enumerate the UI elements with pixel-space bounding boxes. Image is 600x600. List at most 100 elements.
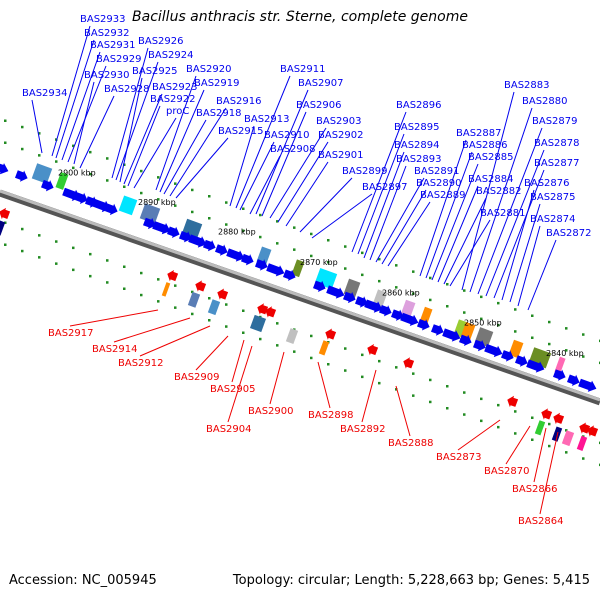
reverse-gene-label: BAS2866	[512, 484, 558, 495]
track-dot	[89, 274, 92, 278]
track-dot	[242, 309, 245, 312]
track-dot	[208, 297, 211, 300]
forward-gene-leader	[351, 111, 407, 253]
forward-gene-label: BAS2895	[394, 122, 440, 133]
forward-gene-leader	[163, 119, 207, 195]
forward-gene-leader	[255, 89, 309, 215]
forward-gene-leader	[501, 189, 535, 301]
label-leader-lines	[31, 25, 559, 515]
track-dot	[38, 132, 41, 135]
feature-box	[0, 220, 6, 236]
track-dot	[242, 331, 245, 334]
forward-gene-label: BAS2880	[522, 96, 568, 107]
feature-box	[291, 259, 305, 278]
track-dot	[582, 457, 585, 460]
forward-gene-arrow	[266, 263, 285, 277]
track-dot	[582, 333, 585, 336]
forward-gene-label: BAS2876	[524, 178, 570, 189]
track-dot	[480, 397, 483, 401]
forward-gene-leader	[169, 107, 227, 197]
feature-box	[55, 172, 69, 190]
track-dot	[174, 284, 177, 287]
track-dot	[72, 144, 75, 148]
track-dot	[242, 229, 245, 232]
reverse-gene-arrow	[265, 306, 277, 318]
track-dot	[310, 334, 313, 338]
forward-gene-label: BAS2930	[84, 70, 130, 81]
forward-gene-arrow	[343, 291, 356, 304]
forward-gene-leader	[461, 91, 515, 291]
reverse-gene-label: BAS2912	[118, 358, 164, 369]
backbone-line	[0, 189, 600, 402]
track-dot	[21, 125, 24, 129]
track-dot	[259, 213, 262, 217]
track-dot	[55, 138, 58, 141]
forward-gene-leader	[357, 133, 405, 255]
reverse-gene-arrow	[587, 425, 599, 437]
track-dot	[582, 355, 585, 358]
feature-box	[419, 306, 433, 325]
forward-gene-label: BAS2879	[532, 116, 578, 127]
forward-gene-label: BAS2893	[396, 154, 442, 165]
reverse-gene-label: BAS2873	[436, 452, 482, 463]
track-dot	[480, 419, 483, 423]
track-dot	[72, 166, 75, 170]
forward-gene-label: BAS2902	[318, 130, 364, 141]
track-dot	[276, 322, 279, 325]
reverse-gene-arrow	[195, 280, 207, 292]
track-dot	[497, 323, 500, 327]
track-dot	[514, 308, 517, 311]
forward-gene-leader	[369, 165, 407, 261]
forward-gene-label: BAS2920	[186, 64, 232, 75]
forward-gene-arrow	[501, 350, 514, 362]
forward-gene-label: BAS2924	[148, 50, 194, 61]
forward-gene-arrow	[226, 248, 245, 262]
forward-gene-leader	[235, 75, 291, 209]
scale-labels: 2900 kbp 2890 kbp 2880 kbp 2870 kbp 2860 kbp…	[58, 169, 584, 359]
reverse-gene-label: BAS2892	[340, 424, 386, 435]
forward-gene-label: BAS2887	[456, 128, 502, 139]
reverse-gene-leader	[113, 317, 191, 343]
feature-box	[508, 339, 524, 359]
forward-gene-label: BAS2886	[462, 140, 508, 151]
feature-box	[118, 195, 138, 216]
forward-gene-leader	[31, 99, 43, 154]
track-dot	[191, 188, 194, 192]
track-dot	[157, 278, 160, 281]
track-dot	[293, 350, 296, 353]
track-dot	[310, 356, 313, 360]
track-dot	[395, 388, 398, 391]
forward-gene-leader	[517, 225, 541, 307]
track-dot	[276, 344, 279, 347]
forward-gene-leader	[299, 177, 353, 233]
track-dot	[429, 298, 432, 302]
forward-gene-leader	[261, 111, 307, 217]
forward-gene-leader	[469, 107, 533, 293]
feature-box	[576, 435, 588, 451]
gene-labels: BAS2934BAS2933BAS2932BAS2931BAS2929BAS29…	[22, 14, 592, 527]
forward-gene-arrow	[364, 299, 383, 313]
scale-label: 2890 kbp	[138, 198, 176, 207]
genome-backbone	[0, 189, 600, 406]
scale-label: 2840 kbp	[546, 349, 584, 358]
track-dot	[55, 240, 58, 243]
track-dot	[106, 179, 109, 182]
forward-gene-label: BAS2933	[80, 14, 126, 25]
track-dot	[191, 312, 194, 316]
scale-label: 2870 kbp	[300, 258, 338, 267]
forward-gene-label: BAS2919	[194, 78, 240, 89]
forward-gene-arrow	[203, 239, 216, 252]
reverse-gene-arrow	[541, 408, 553, 420]
forward-gene-leader	[449, 219, 491, 287]
track-dot	[310, 232, 313, 236]
forward-gene-label: BAS2889	[420, 190, 466, 201]
track-dot	[106, 259, 109, 262]
reverse-gene-arrow	[257, 303, 269, 315]
forward-gene-label: BAS2881	[480, 208, 526, 219]
track-dot	[174, 182, 177, 185]
track-dot	[174, 204, 177, 207]
forward-gene-leader	[285, 161, 329, 227]
track-dot	[463, 391, 466, 394]
feature-box	[249, 314, 267, 333]
forward-gene-label: BAS2884	[468, 174, 514, 185]
